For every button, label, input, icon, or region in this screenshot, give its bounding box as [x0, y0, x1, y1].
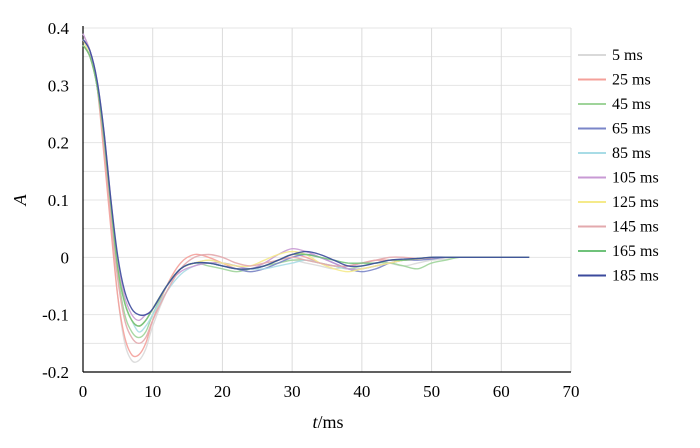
legend-label: 25 ms — [612, 72, 651, 89]
series-line — [82, 44, 530, 345]
x-tick-label: 0 — [79, 382, 88, 401]
legend-label: 85 ms — [612, 145, 651, 162]
x-tick-label: 10 — [144, 382, 161, 401]
series-line — [82, 44, 530, 339]
x-tick-label: 30 — [284, 382, 301, 401]
legend-label: 185 ms — [612, 268, 659, 285]
series-line — [82, 44, 530, 327]
legend: 5 ms 25 ms 45 ms 65 ms 85 ms 105 ms 125 ms 145 … — [578, 47, 659, 285]
y-axis-label: A — [10, 194, 30, 207]
series-line — [82, 39, 530, 317]
y-tick-label: 0 — [61, 248, 70, 267]
legend-label: 125 ms — [612, 194, 659, 211]
y-tick-label: 0.2 — [48, 134, 69, 153]
x-axis-label: t/ms — [312, 412, 343, 432]
x-tick-label: 50 — [423, 382, 440, 401]
series-line — [82, 39, 530, 358]
legend-label: 65 ms — [612, 121, 651, 138]
axes — [82, 26, 571, 373]
x-tick-label: 40 — [353, 382, 370, 401]
y-tick-label: -0.2 — [42, 363, 69, 382]
series-line — [82, 39, 530, 327]
legend-label: 145 ms — [612, 219, 659, 236]
legend-label: 165 ms — [612, 243, 659, 260]
legend-label: 105 ms — [612, 170, 659, 187]
legend-label: 5 ms — [612, 47, 643, 64]
y-tick-label: 0.1 — [48, 191, 69, 210]
x-tick-label: 60 — [493, 382, 510, 401]
series-lines — [82, 33, 530, 363]
tick-labels: 0.4 0.3 0.2 0.1 0 -0.1 -0.2 0 10 20 30 40 50 60 70 — [42, 19, 579, 401]
legend-label: 45 ms — [612, 96, 651, 113]
series-line — [82, 39, 530, 327]
y-tick-label: 0.3 — [48, 76, 69, 95]
x-tick-label: 70 — [563, 382, 580, 401]
series-line — [82, 39, 530, 333]
y-tick-label: -0.1 — [42, 306, 69, 325]
series-line — [82, 33, 530, 322]
x-tick-label: 20 — [214, 382, 231, 401]
y-tick-label: 0.4 — [48, 19, 70, 38]
grid — [83, 27, 572, 373]
